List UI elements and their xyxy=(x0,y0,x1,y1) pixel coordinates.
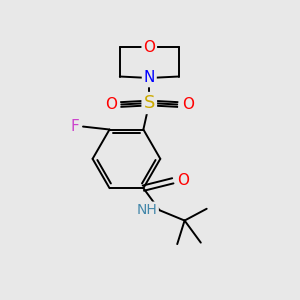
Text: O: O xyxy=(143,40,155,55)
Text: F: F xyxy=(71,119,80,134)
Text: N: N xyxy=(144,70,155,86)
Text: O: O xyxy=(182,97,194,112)
Text: S: S xyxy=(144,94,155,112)
Text: NH: NH xyxy=(136,203,157,217)
Text: O: O xyxy=(177,173,189,188)
Text: O: O xyxy=(105,97,117,112)
